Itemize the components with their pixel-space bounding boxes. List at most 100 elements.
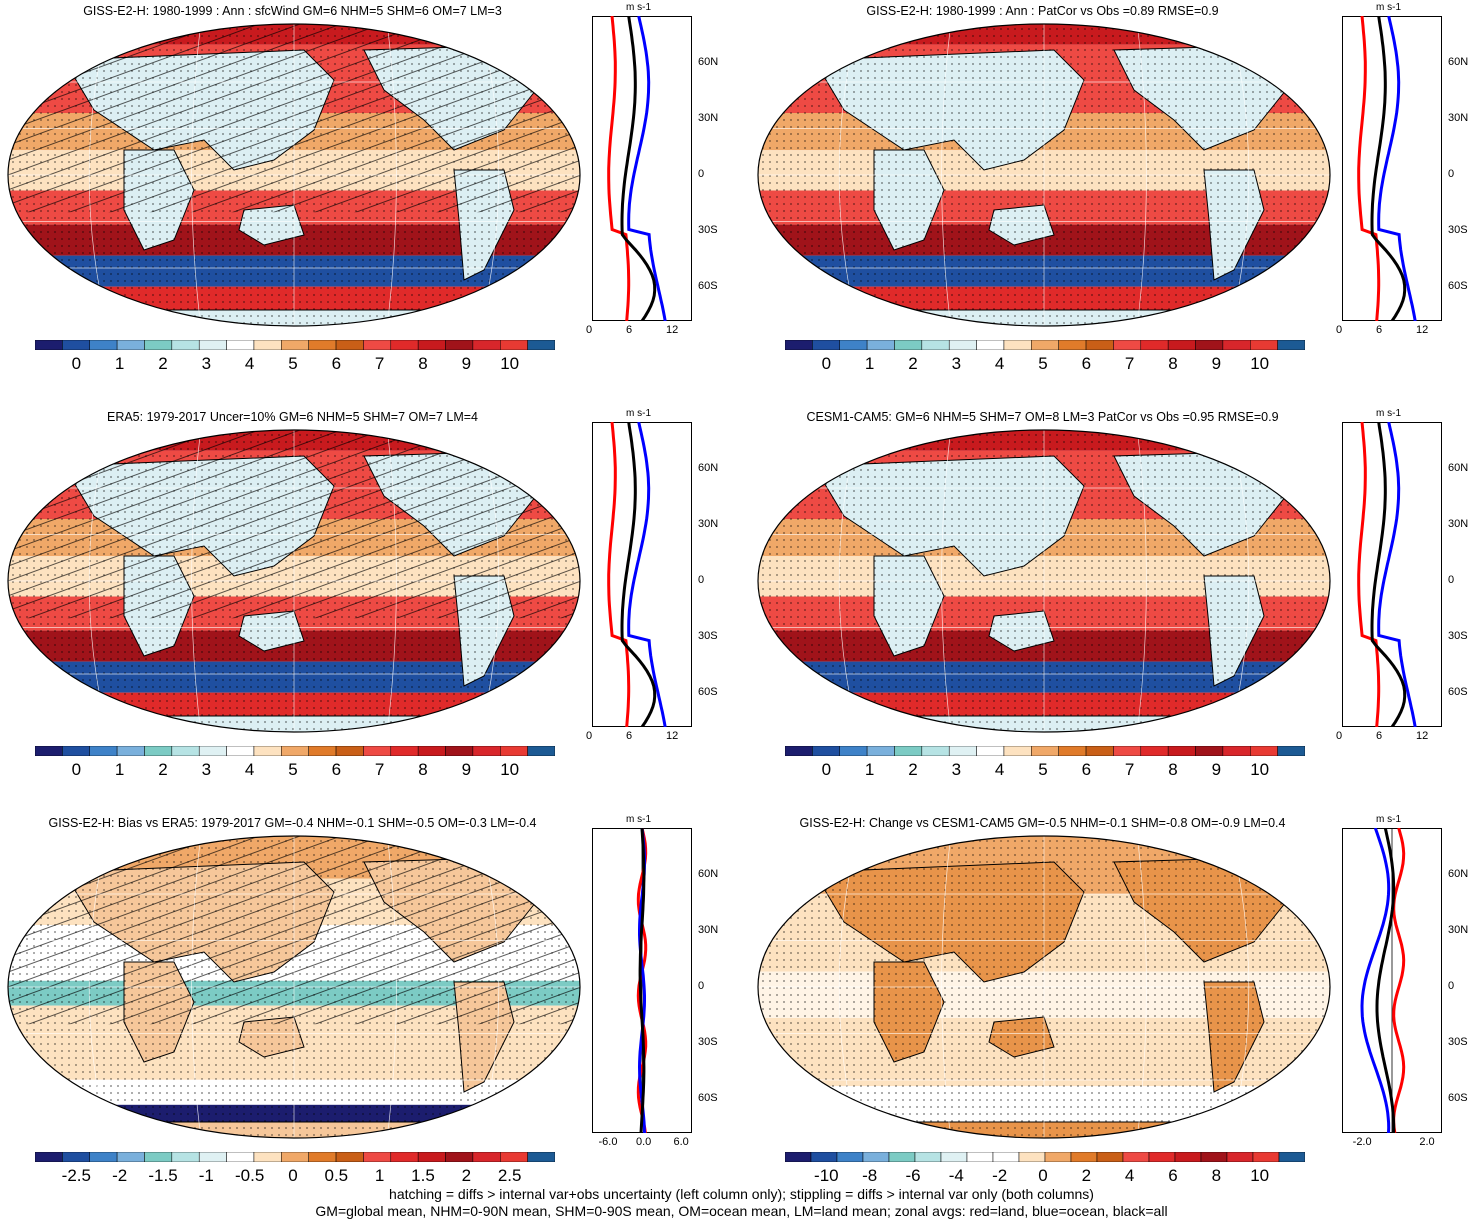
colorbar-swatch	[89, 1152, 118, 1162]
colorbar-swatch	[1031, 746, 1059, 756]
colorbar-swatch	[914, 1152, 942, 1162]
world-map	[757, 835, 1331, 1139]
world-map	[7, 429, 581, 733]
colorbar-tick-label: 9	[461, 760, 472, 779]
zonal-x-tick-label: 0	[1336, 730, 1343, 742]
colorbar-swatch	[390, 340, 419, 350]
colorbar-swatch	[335, 1152, 364, 1162]
colorbar-swatch	[812, 340, 840, 350]
colorbar-tick-label: 8	[1211, 1166, 1222, 1185]
zonal-x-tick-label: 6.0	[673, 1136, 689, 1148]
colorbar-tick-label: 5	[1038, 760, 1048, 779]
zonal-latitude-labels: 60N 30N 0 30S 60S	[698, 422, 738, 727]
colorbar-tick-label: 9	[461, 354, 472, 373]
colorbar-tick-label: -0.5	[235, 1166, 265, 1185]
zonal-x-tick-label: 12	[666, 730, 679, 742]
zonal-all-curve	[1370, 422, 1407, 727]
colorbar-swatch	[116, 1152, 145, 1162]
map-panel-5: GISS-E2-H: Bias vs ERA5: 1979-2017 GM=-0…	[0, 812, 740, 1212]
zonal-latitude-labels: 60N 30N 0 30S 60S	[698, 828, 738, 1133]
colorbar-swatch	[35, 1152, 63, 1162]
world-map	[757, 23, 1331, 327]
colorbar-swatch	[144, 746, 173, 756]
colorbar-tick-label: 9	[1211, 760, 1222, 779]
latitude-tick-label: 0	[698, 574, 705, 586]
colorbar-swatch	[894, 340, 923, 350]
colorbar-swatch	[35, 340, 63, 350]
colorbar-swatch	[888, 1152, 916, 1162]
colorbar-swatch	[866, 340, 895, 350]
colorbar-swatch	[1222, 746, 1251, 756]
zonal-x-tick-label: 6	[626, 730, 633, 742]
map-panel-2: GISS-E2-H: 1980-1999 : Ann : PatCor vs O…	[750, 0, 1483, 400]
colorbar-tick-label: 10	[500, 760, 520, 779]
colorbar-swatch	[472, 1152, 501, 1162]
colorbar-swatch	[62, 1152, 90, 1162]
colorbar-tick-label: -1	[198, 1166, 214, 1185]
colorbar-tick-label: 0	[288, 1166, 298, 1185]
latitude-tick-label: 60N	[698, 56, 719, 68]
colorbar-tick-label: 2	[1081, 1166, 1092, 1185]
colorbar	[785, 746, 1305, 756]
colorbar-tick-label: 0	[71, 354, 82, 373]
latitude-tick-label: 0	[1448, 980, 1455, 992]
colorbar-tick-label: 3	[951, 760, 962, 779]
colorbar-swatch	[1200, 1152, 1228, 1162]
footer-line-1: hatching = diffs > internal var+obs unce…	[389, 1186, 1094, 1202]
zonal-x-tick-label: 6	[1376, 730, 1383, 742]
colorbar-labels: 0 1 2 3 4 5 6 7 8 9 10	[35, 354, 555, 374]
colorbar-swatch	[1250, 746, 1278, 756]
colorbar-swatch	[948, 340, 977, 350]
zonal-units-label: m s-1	[626, 814, 651, 825]
zonal-all-curve	[1375, 828, 1396, 1133]
latitude-tick-label: 30S	[698, 1036, 718, 1048]
colorbar-swatch	[417, 340, 446, 350]
zonal-mean-plot	[1342, 828, 1442, 1133]
colorbar-swatch	[472, 340, 501, 350]
colorbar-swatch	[785, 1152, 812, 1162]
colorbar-swatch	[976, 746, 1005, 756]
colorbar-swatch	[417, 746, 446, 756]
colorbar-swatch	[226, 340, 255, 350]
latitude-tick-label: 60N	[1448, 868, 1469, 880]
zonal-land-curve	[607, 16, 631, 321]
colorbar-swatch	[281, 746, 309, 756]
colorbar-tick-label: 1	[374, 1166, 385, 1185]
latitude-tick-label: 60S	[1448, 686, 1468, 698]
colorbar-swatch	[940, 1152, 968, 1162]
colorbar-labels: 0 1 2 3 4 5 6 7 8 9 10	[785, 354, 1305, 374]
colorbar-swatch	[144, 1152, 173, 1162]
colorbar-tick-label: 2	[908, 760, 918, 779]
zonal-latitude-labels: 60N 30N 0 30S 60S	[1448, 422, 1483, 727]
colorbar-swatch	[363, 1152, 392, 1162]
zonal-x-tick-labels: -2.0 2.0	[1342, 1136, 1442, 1150]
colorbar-tick-label: 4	[244, 354, 255, 373]
colorbar-tick-label: 1	[864, 760, 875, 779]
zonal-x-tick-labels: 0 6 12	[586, 730, 692, 744]
colorbar-swatch	[836, 1152, 864, 1162]
latitude-tick-label: 60S	[1448, 280, 1468, 292]
colorbar-swatch	[116, 340, 145, 350]
zonal-latitude-labels: 60N 30N 0 30S 60S	[698, 16, 738, 321]
zonal-ocean-curve	[1377, 16, 1417, 321]
zonal-units-label: m s-1	[626, 408, 651, 419]
zonal-x-tick-label: 0	[586, 324, 593, 336]
colorbar-swatch	[862, 1152, 890, 1162]
colorbar-swatch	[335, 340, 364, 350]
colorbar-tick-label: 2	[158, 760, 168, 779]
zonal-units-label: m s-1	[1376, 814, 1401, 825]
zonal-land-curve	[1357, 422, 1381, 727]
map-panel-6: GISS-E2-H: Change vs CESM1-CAM5 GM=-0.5 …	[750, 812, 1483, 1212]
map-panel-1: GISS-E2-H: 1980-1999 : Ann : sfcWind GM=…	[0, 0, 740, 400]
latitude-tick-label: 0	[698, 980, 705, 992]
colorbar-tick-label: 9	[1211, 354, 1222, 373]
colorbar-swatch	[785, 340, 813, 350]
colorbar-tick-label: -10	[814, 1166, 839, 1185]
colorbar-swatch	[281, 340, 309, 350]
colorbar-tick-label: 6	[1081, 354, 1092, 373]
colorbar-swatch	[1278, 1152, 1305, 1162]
world-map	[7, 835, 581, 1139]
colorbar-swatch	[527, 746, 555, 756]
colorbar-tick-label: -2.5	[61, 1166, 91, 1185]
colorbar-swatch	[226, 1152, 255, 1162]
